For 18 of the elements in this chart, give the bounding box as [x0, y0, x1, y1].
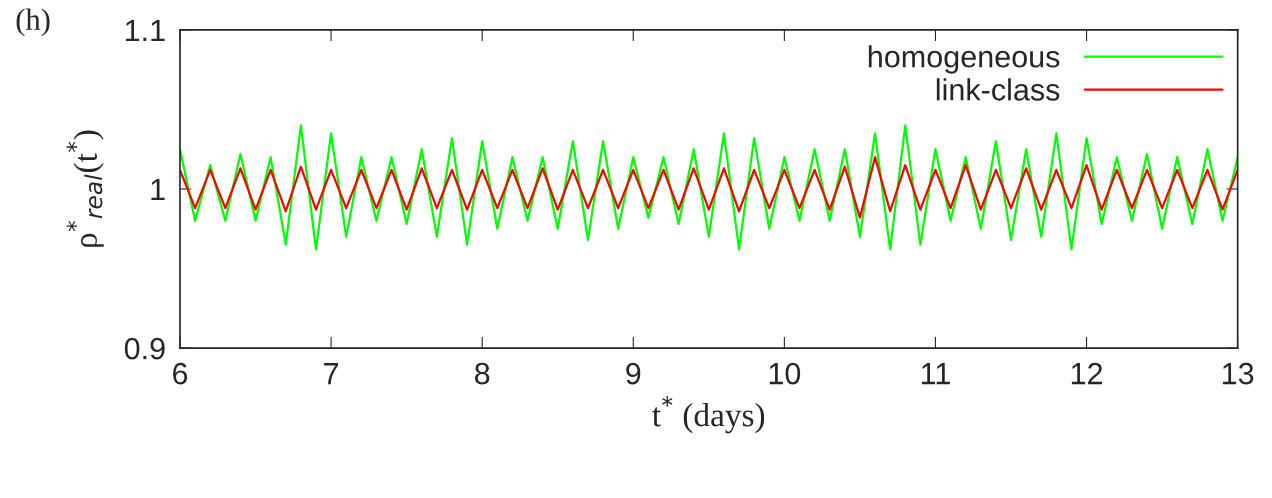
legend-label: homogeneous — [868, 45, 1060, 74]
x-tick-label: 6 — [173, 362, 188, 385]
line-series — [179, 124, 1238, 251]
legend-label: link-class — [936, 78, 1060, 101]
y-tick-label: 0.9 — [124, 337, 165, 360]
x-tick-label: 10 — [769, 362, 801, 385]
x-tick-label: 13 — [1222, 362, 1254, 385]
x-tick-label: 7 — [324, 363, 339, 385]
x-tick-label: 8 — [475, 362, 490, 385]
y-tick-label: 1 — [151, 179, 165, 201]
x-tick-label: 9 — [626, 362, 641, 385]
x-axis-title: t$^{*}$ (days) — [652, 396, 765, 434]
x-tick-label: 12 — [1071, 362, 1103, 385]
y-axis-title: ρ$^{*}$$_{real}$(t$^{*}$) — [66, 130, 104, 247]
x-tick-label: 11 — [921, 363, 950, 385]
y-tick-label: 1.1 — [125, 19, 165, 41]
line-series — [179, 156, 1238, 219]
chart-title: (h) — [16, 8, 50, 37]
